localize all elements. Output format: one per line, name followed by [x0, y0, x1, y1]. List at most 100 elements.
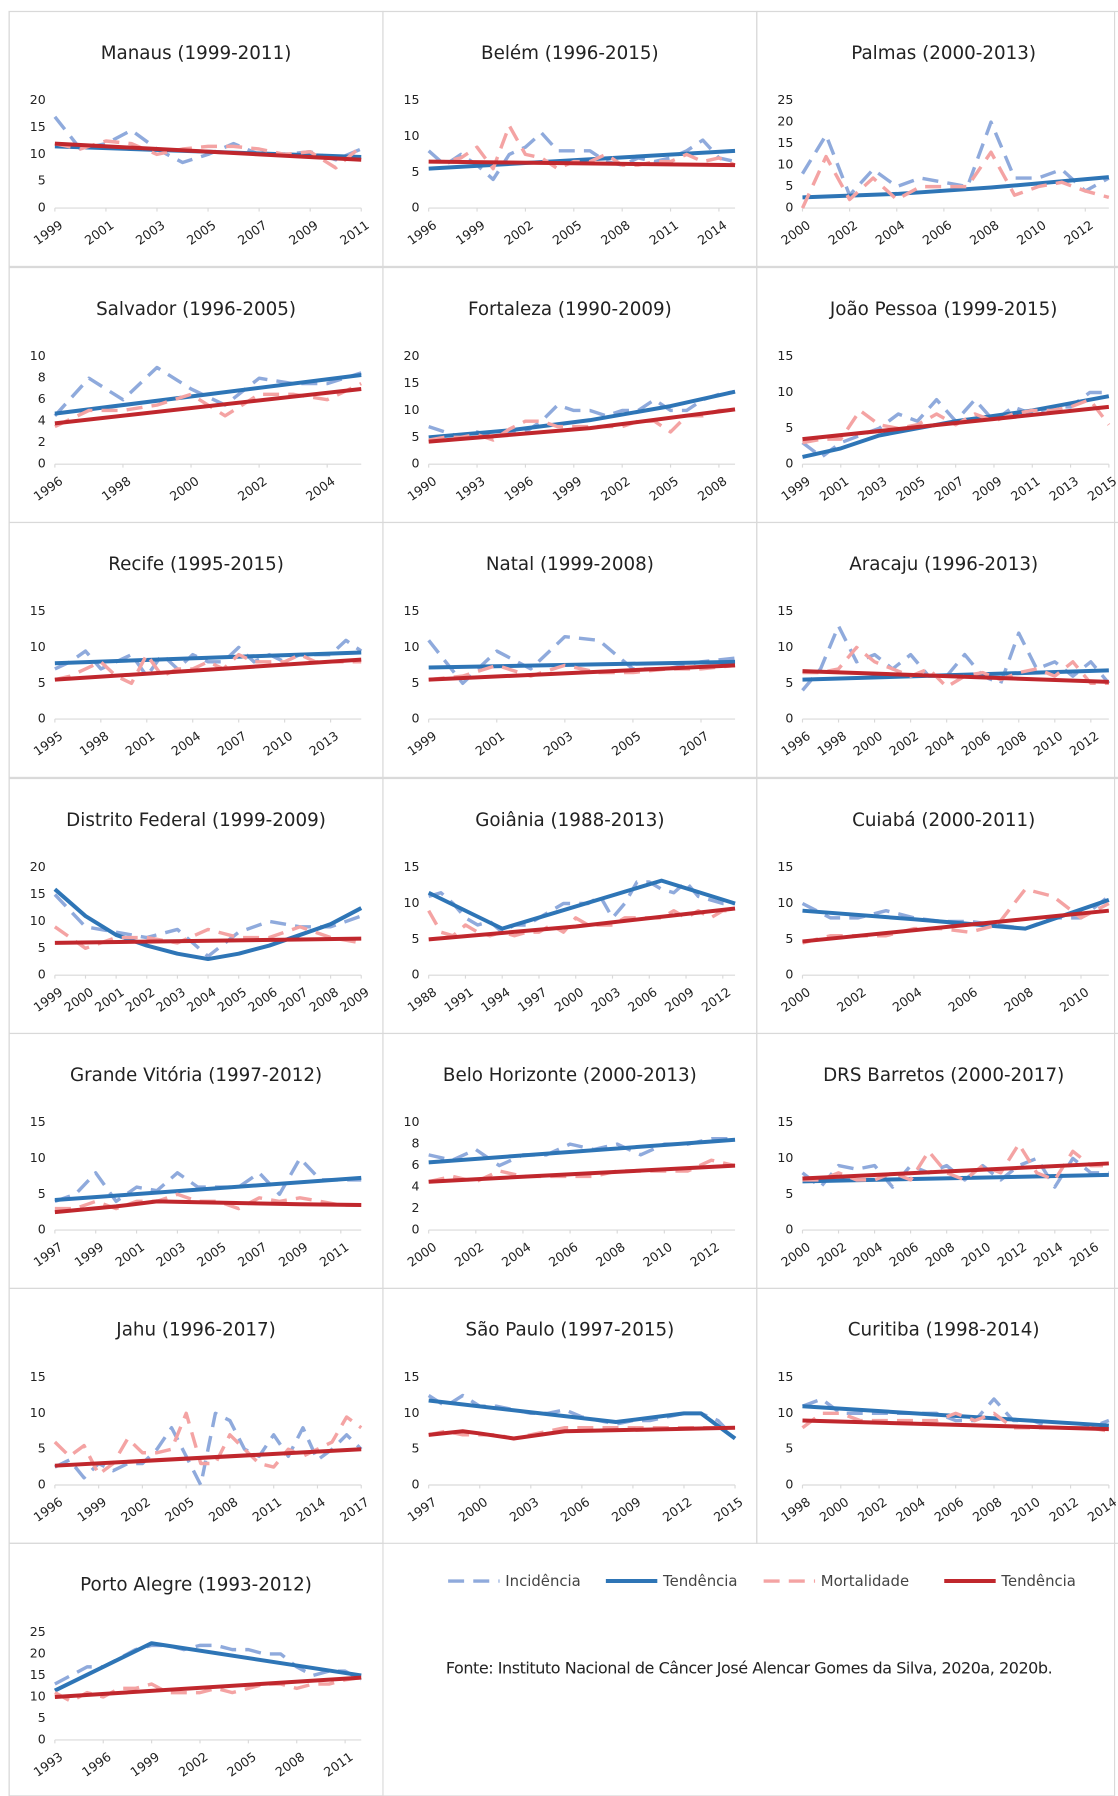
x-tick-label: 1998 [814, 728, 849, 759]
y-tick-label: 0 [412, 711, 420, 726]
series-line [54, 652, 362, 686]
y-tick-label: 5 [38, 1186, 46, 1201]
x-tick-label: 2014 [1085, 1494, 1118, 1525]
y-tick-label: 0 [38, 1222, 46, 1237]
y-tick-label: 5 [785, 1441, 793, 1456]
x-tick-label: 2003 [588, 984, 623, 1015]
x-tick-label: 2011 [317, 1239, 352, 1270]
y-tick-label: 6 [38, 391, 46, 406]
x-tick-label: 2012 [660, 1494, 695, 1525]
y-tick-label: 10 [404, 895, 420, 910]
x-tick-label: 2002 [855, 1494, 890, 1525]
x-tick-label: 2010 [1008, 1494, 1043, 1525]
y-tick-label: 20 [30, 1645, 46, 1660]
series-line [428, 906, 736, 942]
series-line [54, 141, 362, 162]
x-tick-label: 2009 [276, 1239, 311, 1270]
x-tick-label: 1995 [31, 728, 66, 759]
x-tick-label: 2001 [817, 473, 852, 504]
x-tick-label: 2003 [153, 984, 188, 1015]
y-tick-label: 10 [404, 1114, 420, 1129]
y-tick-label: 10 [30, 913, 46, 928]
y-tick-label: 10 [30, 1688, 46, 1703]
x-tick-label: 2011 [321, 1749, 356, 1780]
source-note: Fonte: Instituto Nacional de Câncer José… [446, 1659, 1052, 1678]
series-line [428, 1137, 736, 1168]
x-tick-label: 2002 [235, 473, 270, 504]
x-tick-label: 2007 [677, 728, 712, 759]
panel: Distrito Federal (1999-2009) 0 5 10 15 20 1999… [8, 777, 384, 1035]
x-tick-label: 2002 [886, 728, 921, 759]
series-line [54, 936, 362, 945]
x-tick-label: 1999 [31, 217, 66, 248]
x-tick-label: 2012 [699, 984, 734, 1015]
series-line [54, 139, 363, 170]
series-line [54, 1447, 362, 1468]
y-tick-label: 5 [412, 429, 420, 444]
x-tick-label: 2010 [1031, 728, 1066, 759]
y-tick-label: 10 [404, 128, 420, 143]
y-tick-label: 10 [30, 1405, 46, 1420]
y-tick-label: 5 [38, 1441, 46, 1456]
x-tick-label: 2012 [1061, 217, 1096, 248]
x-tick-label: 2006 [945, 984, 980, 1015]
series-line [54, 1199, 362, 1215]
series-line [802, 908, 1110, 944]
x-tick-label: 2003 [133, 217, 168, 248]
chart-title: Goiânia (1988-2013) [475, 810, 664, 831]
x-tick-label: 2008 [593, 1239, 628, 1270]
y-tick-label: 0 [785, 1477, 793, 1492]
panel-border [756, 1287, 1118, 1544]
x-tick-label: 2012 [995, 1239, 1030, 1270]
x-tick-label: 2011 [337, 217, 372, 248]
x-tick-label: 2000 [456, 1494, 491, 1525]
panel: Cuiabá (2000-2011) 0 5 10 15 2000 2002 2004 2006… [756, 777, 1118, 1035]
panel: Porto Alegre (1993-2012) 0 5 10 15 20 25 1993 19… [8, 1542, 384, 1796]
x-tick-label: 1999 [74, 1494, 109, 1525]
chart-title: Aracaju (1996-2013) [849, 554, 1038, 575]
x-tick-label: 2006 [245, 984, 280, 1015]
series-line [801, 1156, 1109, 1189]
legend-label: Mortalidade [821, 1572, 909, 1590]
y-tick-label: 15 [777, 348, 793, 363]
x-tick-label: 2005 [224, 1749, 259, 1780]
x-tick-label: 2003 [153, 1239, 188, 1270]
x-tick-label: 2005 [194, 1239, 229, 1270]
x-tick-label: 2016 [1067, 1239, 1102, 1270]
x-tick-label: 2013 [1046, 473, 1081, 504]
x-tick-label: 2000 [778, 984, 813, 1015]
x-tick-label: 2008 [922, 1239, 957, 1270]
y-tick-label: 10 [404, 639, 420, 654]
series-line [428, 407, 736, 444]
y-tick-label: 0 [412, 1477, 420, 1492]
chart-title: Fortaleza (1990-2009) [468, 299, 672, 320]
panel: Grande Vitória (1997-2012) 0 5 10 15 1997 1999… [8, 1032, 384, 1289]
y-tick-label: 5 [785, 178, 793, 193]
legend-label: Tendência [1000, 1572, 1076, 1590]
x-tick-label: 2004 [893, 1494, 928, 1525]
series-line [54, 650, 362, 666]
series-line [800, 150, 1110, 209]
series-line [428, 1425, 736, 1441]
x-tick-label: 2001 [123, 728, 158, 759]
panel: Recife (1995-2015) 0 5 10 15 1995 1998 2001 2004… [8, 521, 384, 778]
x-tick-label: 2002 [834, 984, 869, 1015]
chart-title: Distrito Federal (1999-2009) [66, 810, 326, 831]
legend-label: Incidência [505, 1572, 581, 1590]
y-tick-label: 20 [30, 92, 46, 107]
y-tick-label: 20 [777, 114, 793, 129]
x-tick-label: 2008 [273, 1749, 308, 1780]
x-tick-label: 2002 [501, 217, 536, 248]
y-tick-label: 10 [777, 1405, 793, 1420]
x-tick-label: 1997 [31, 1239, 66, 1270]
x-tick-label: 2007 [276, 984, 311, 1015]
x-tick-label: 2002 [814, 1239, 849, 1270]
x-tick-label: 2006 [958, 728, 993, 759]
series-line [54, 1175, 362, 1203]
x-tick-label: 2003 [507, 1494, 542, 1525]
y-tick-label: 0 [785, 456, 793, 471]
y-tick-label: 10 [777, 157, 793, 172]
x-tick-label: 2015 [711, 1494, 746, 1525]
chart-title: Curitiba (1998-2014) [848, 1320, 1040, 1341]
series-line [53, 1641, 362, 1693]
